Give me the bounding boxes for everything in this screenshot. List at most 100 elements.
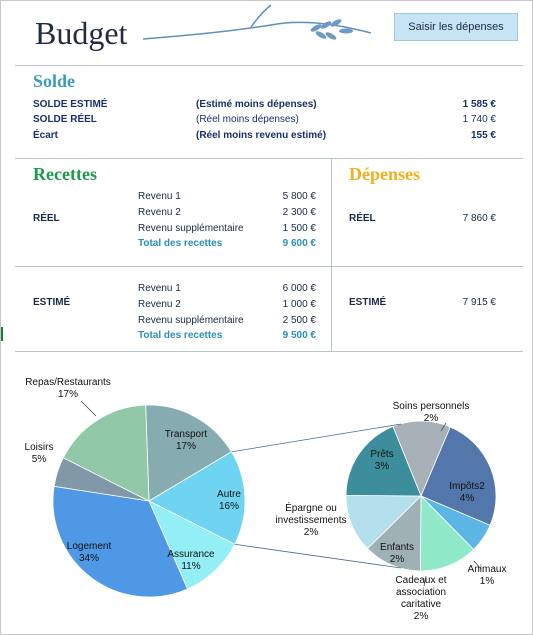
row-label: RÉEL (349, 213, 376, 224)
item-label: Revenu supplémentaire (138, 315, 244, 326)
leader (80, 400, 97, 417)
slice-label: Cadeaux et association caritative 2% (381, 575, 461, 623)
divider (15, 266, 523, 267)
total-label: Total des recettes (138, 238, 223, 249)
slice-value: 1% (479, 576, 495, 587)
pie-slice (392, 420, 451, 498)
slice-label: Assurance 11% (167, 549, 214, 573)
slice-label: Repas/Restaurants 17% (25, 377, 111, 401)
row-value: 7 915 € (462, 297, 496, 308)
row-label: ESTIMÉ (349, 297, 387, 308)
divider (15, 158, 523, 159)
row-value: 7 860 € (462, 213, 496, 224)
row-note: (Réel moins revenu estimé) (196, 130, 327, 141)
slice-value: 5% (31, 454, 47, 465)
slice-label: Enfants 2% (380, 542, 414, 566)
item-value: 6 000 € (282, 283, 316, 294)
row-value: 1 585 € (462, 99, 496, 110)
slice-category: Impôts2 (449, 481, 485, 492)
pie-slice (52, 485, 188, 598)
slice-category: Logement (66, 541, 112, 552)
divider (331, 158, 332, 351)
row-value: 1 740 € (462, 114, 496, 125)
slice-category: Autre (217, 489, 241, 500)
section-title: Dépenses (349, 164, 420, 184)
slice-category: Animaux (467, 564, 507, 575)
row-value: 155 € (470, 130, 496, 141)
item-value: 2 500 € (282, 315, 316, 326)
item-label: Revenu 1 (138, 191, 181, 202)
slice-value: 17% (175, 441, 197, 452)
pie-slice (62, 404, 150, 502)
item-label: Revenu 2 (138, 299, 181, 310)
slice-category: Transport (164, 429, 208, 440)
slice-category: Loisirs (24, 442, 54, 453)
item-value: 2 300 € (282, 207, 316, 218)
section-title: Recettes (33, 164, 97, 184)
row-note: (Réel moins dépenses) (196, 114, 299, 125)
slice-label: Transport 17% (165, 429, 207, 453)
chart (52, 400, 497, 598)
leader (440, 422, 447, 432)
slice-value: 34% (78, 553, 100, 564)
divider (15, 65, 523, 66)
slice-value: 2% (303, 527, 319, 538)
slice-category: Épargne ou investissements (275, 503, 347, 526)
slice-label: Prêts 3% (370, 449, 393, 473)
button[interactable]: Saisir les dépenses (394, 13, 518, 41)
wheat-decoration (142, 4, 372, 40)
slice-value: 4% (459, 493, 475, 504)
row-label: SOLDE ESTIMÉ (33, 99, 108, 110)
total-label: Total des recettes (138, 330, 223, 341)
pie-slice (419, 495, 475, 572)
slice-label: Impôts2 4% (449, 481, 485, 505)
item-label: Revenu supplémentaire (138, 223, 244, 234)
slice-category: Assurance (167, 549, 215, 560)
slice-value: 2% (389, 554, 405, 565)
leader (473, 560, 482, 570)
slice-value: 2% (423, 413, 439, 424)
item-value: 1 500 € (282, 223, 316, 234)
section-title: Solde (33, 71, 76, 91)
pie-slice (148, 500, 236, 590)
slice-label: Animaux 1% (468, 564, 507, 588)
slice-label: Autre 16% (217, 489, 241, 513)
slice-value: 11% (181, 561, 201, 572)
total-value: 9 500 € (282, 330, 316, 341)
pie-slice (148, 451, 246, 545)
connector (234, 543, 402, 569)
slice-category: Prêts (370, 449, 394, 460)
item-label: Revenu 2 (138, 207, 181, 218)
slice-label: Logement 34% (67, 541, 111, 565)
divider (15, 351, 523, 352)
item-value: 5 800 € (282, 191, 316, 202)
item-value: 1 000 € (282, 299, 316, 310)
title: Budget (35, 15, 128, 51)
row-label: ESTIMÉ (33, 297, 71, 308)
pie-slice (345, 494, 422, 550)
slice-value: 17% (57, 389, 79, 400)
slice-label: Soins personnels 2% (393, 401, 470, 425)
slice-category: Soins personnels (392, 401, 470, 412)
connector (231, 423, 402, 453)
slice-category: Enfants (380, 542, 414, 553)
leader (423, 575, 427, 587)
slice-value: 3% (374, 461, 390, 472)
slice-value: 2% (413, 611, 429, 622)
row-label: Écart (33, 130, 59, 141)
pie-slice (345, 425, 422, 497)
slice-label: Loisirs 5% (25, 442, 54, 466)
row-label: SOLDE RÉEL (33, 114, 97, 125)
slice-value: 16% (218, 501, 239, 512)
slice-category: Repas/Restaurants (25, 377, 111, 388)
pie-slice (420, 426, 497, 526)
item-label: Revenu 1 (138, 283, 181, 294)
slice-category: Cadeaux et association caritative (395, 575, 447, 610)
pie-slice (366, 495, 422, 572)
pie-slice (145, 404, 233, 502)
row-label: RÉEL (33, 213, 60, 224)
edge-mark (1, 327, 3, 341)
slice-label: Épargne ou investissements 2% (271, 503, 351, 539)
total-value: 9 600 € (282, 238, 316, 249)
